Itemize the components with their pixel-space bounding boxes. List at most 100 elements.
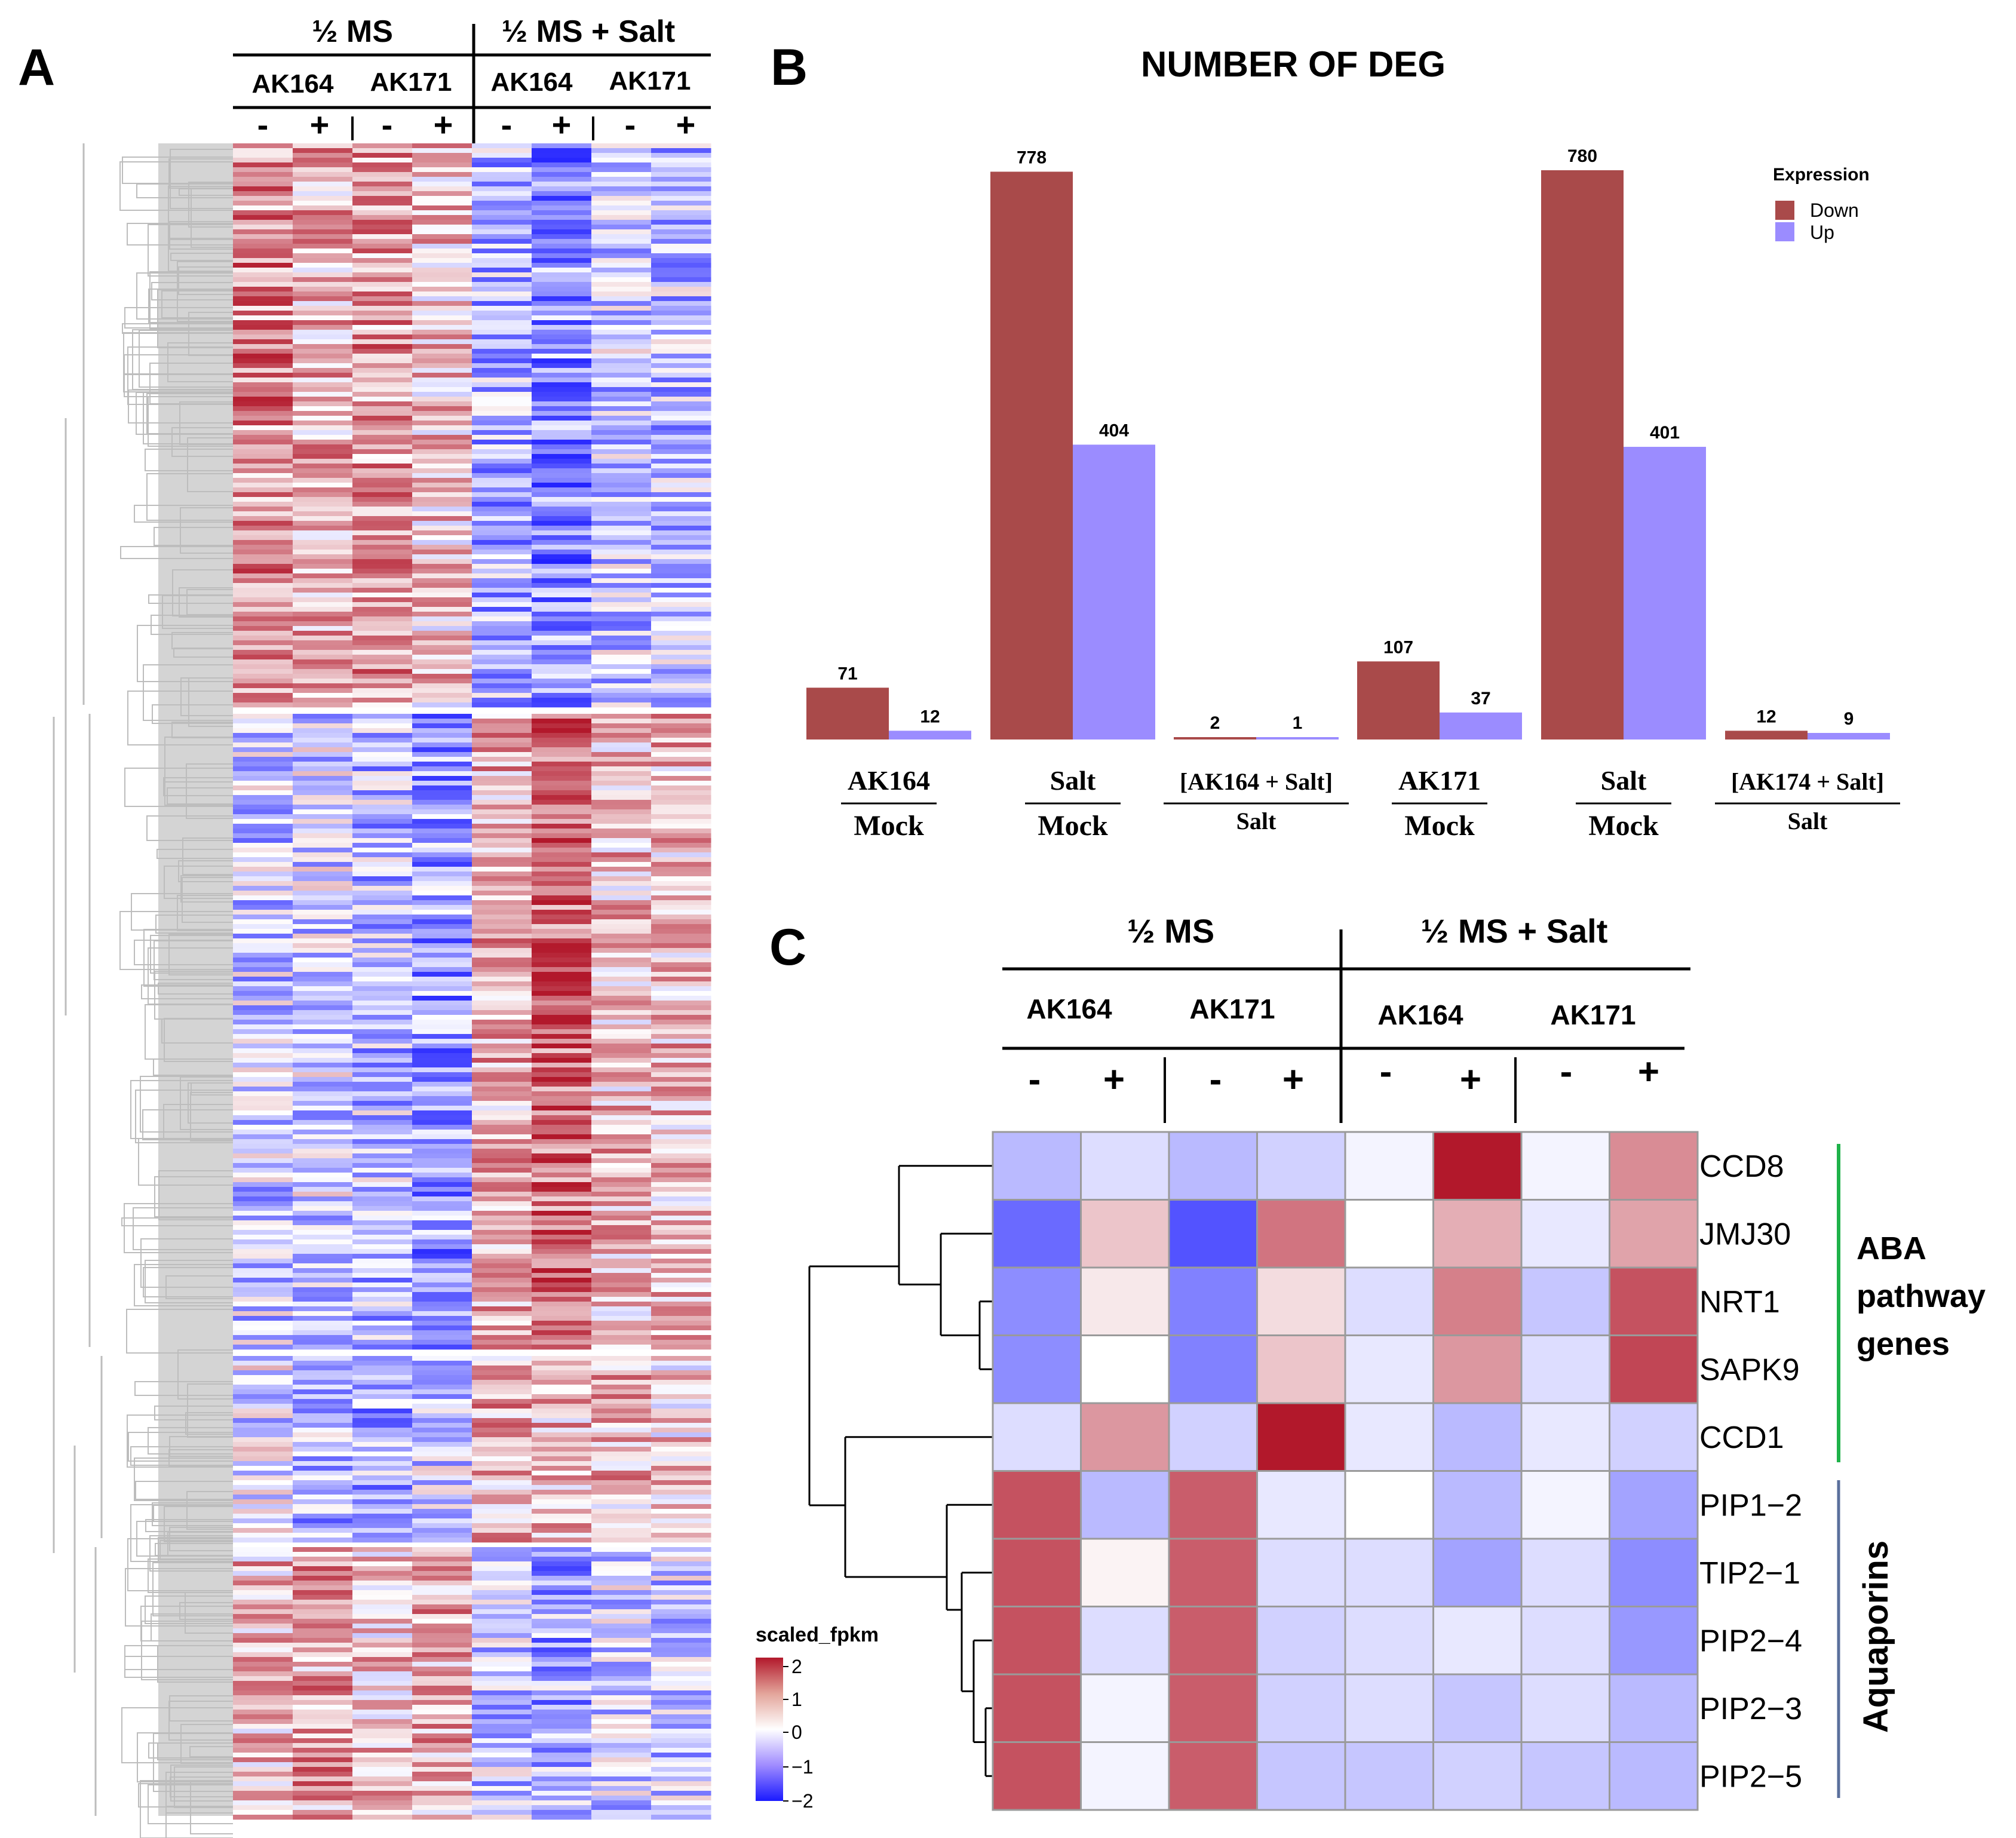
- panel-a-cell: [293, 843, 353, 848]
- panel-a-cell: [651, 1652, 711, 1658]
- panel-a-cell: [412, 991, 472, 996]
- panel-a-cell: [532, 867, 592, 872]
- panel-a-cell: [233, 435, 293, 440]
- panel-a-cell: [293, 1356, 353, 1361]
- panel-a-cell: [651, 473, 711, 478]
- panel-a-cell: [472, 354, 532, 359]
- panel-a-cell: [651, 507, 711, 512]
- panel-a-cell: [412, 1643, 472, 1648]
- panel-a-cell: [591, 762, 652, 767]
- bar-down-2: [990, 171, 1073, 740]
- panel-a-cell: [412, 1096, 472, 1101]
- panel-a-cell: [293, 311, 353, 316]
- panel-a-cell: [233, 196, 293, 201]
- panel-a-cell: [591, 1585, 652, 1591]
- bar-up-label-4: 37: [1471, 689, 1490, 708]
- panel-a-cell: [472, 757, 532, 762]
- panel-a-cell: [472, 1139, 532, 1144]
- panel-a-cell: [532, 1254, 592, 1259]
- panel-a-cell: [412, 1776, 472, 1782]
- panel-a-cell: [293, 1153, 353, 1159]
- panel-a-cell: [352, 1168, 413, 1173]
- panel-a-cell: [472, 886, 532, 891]
- panel-a-cell: [651, 554, 711, 560]
- panel-a-cell: [591, 1657, 652, 1662]
- panel-a-cell: [472, 1700, 532, 1705]
- panel-a-dendrogram-branch: [163, 777, 233, 796]
- panel-a-cell: [233, 301, 293, 306]
- panel-a-cell: [472, 1273, 532, 1278]
- panel-a-cell: [591, 1609, 652, 1615]
- panel-a-cell: [293, 1619, 353, 1624]
- panel-a-cell: [591, 1695, 652, 1701]
- panel-a-cell: [651, 1657, 711, 1662]
- panel-a-cell: [651, 401, 711, 407]
- panel-a-cell: [472, 1149, 532, 1154]
- bar-up-label-1: 12: [920, 707, 940, 726]
- panel-a-cell: [412, 1316, 472, 1321]
- panel-a-cell: [412, 747, 472, 753]
- panel-a-cell: [352, 631, 413, 636]
- panel-a-cell: [651, 158, 711, 163]
- panel-a-cell: [651, 766, 711, 772]
- panel-a-cell: [532, 205, 592, 211]
- panel-a-cell: [472, 664, 532, 670]
- panel-a-cell: [412, 1628, 472, 1634]
- panel-a-cell: [233, 688, 293, 694]
- heatmap-cell-JMJ30-6: [1432, 1199, 1523, 1269]
- panel-a-cell: [472, 655, 532, 660]
- panel-a-cell: [472, 795, 532, 800]
- panel-a-cell: [412, 215, 472, 220]
- panel-a-cell: [412, 306, 472, 311]
- panel-a-cell: [651, 698, 711, 703]
- panel-a-cell: [532, 272, 592, 278]
- panel-a-cell: [472, 411, 532, 416]
- panel-a-cell: [233, 487, 293, 493]
- panel-a-cell: [591, 1072, 652, 1078]
- panel-a-cell: [651, 330, 711, 335]
- panel-a-cell: [293, 1638, 353, 1643]
- panel-a-cell: [532, 1643, 592, 1648]
- panel-a-cell: [651, 838, 711, 843]
- panel-a-cell: [352, 1361, 413, 1366]
- category-denominator-2: Mock: [1038, 810, 1108, 842]
- panel-a-cell: [472, 1325, 532, 1331]
- panel-a-cell: [293, 1409, 353, 1414]
- panel-a-cell: [293, 809, 353, 815]
- panel-a-cell: [532, 1153, 592, 1159]
- panel-a-cell: [532, 1404, 592, 1409]
- panel-a-cell: [412, 1791, 472, 1796]
- panel-a-cell: [472, 1206, 532, 1211]
- panel-a-cell: [651, 1686, 711, 1691]
- panel-a-cell: [472, 1375, 532, 1380]
- panel-a-cell: [233, 526, 293, 531]
- panel-a-cell: [472, 387, 532, 392]
- panel-a-cell: [233, 597, 293, 603]
- panel-a-cell: [412, 1125, 472, 1130]
- panel-a-dendrogram-branch: [187, 1383, 233, 1438]
- panel-a-cell: [293, 1292, 353, 1297]
- panel-a-cell: [352, 1442, 413, 1447]
- panel-a-cell: [412, 382, 472, 388]
- panel-a-cell: [472, 1082, 532, 1087]
- panel-a-cell: [293, 728, 353, 734]
- panel-a-cell: [472, 320, 532, 326]
- category-denominator-6: Salt: [1788, 808, 1828, 834]
- panel-a-cell: [412, 1772, 472, 1777]
- panel-a-cell: [591, 800, 652, 805]
- panel-a-cell: [293, 1561, 353, 1567]
- panel-a-cell: [651, 1495, 711, 1500]
- panel-a-cell: [591, 790, 652, 796]
- panel-a-cell: [651, 1471, 711, 1476]
- panel-a-cell: [412, 852, 472, 858]
- panel-a-cell: [352, 363, 413, 369]
- panel-a-cell: [651, 344, 711, 349]
- panel-a-dendrogram-branch: [185, 1592, 233, 1634]
- panel-a-cell: [532, 967, 592, 972]
- panel-a-cell: [651, 1662, 711, 1667]
- panel-a-cell: [472, 1757, 532, 1763]
- panel-a-cell: [293, 688, 353, 694]
- panel-c-sign-6: +: [1460, 1059, 1481, 1100]
- panel-a-cell: [293, 1514, 353, 1519]
- panel-a-cell: [233, 1447, 293, 1452]
